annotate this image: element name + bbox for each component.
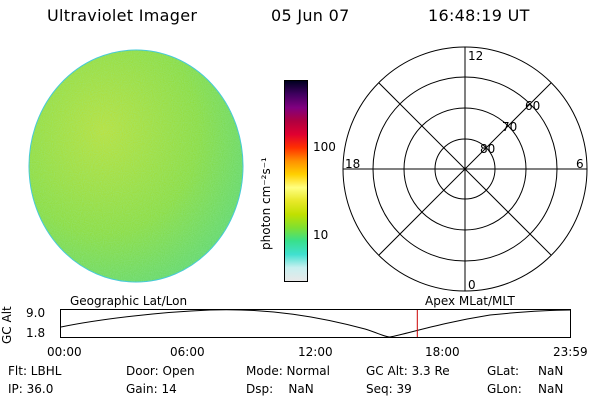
altitude-curve: [60, 309, 571, 338]
lat-label-70: 70: [502, 120, 517, 134]
timeline-yaxis-title: GC Alt: [0, 306, 14, 344]
timeline-ytick-high: 9.0: [26, 306, 46, 320]
timeline-xtick-0000: 00:00: [47, 345, 82, 359]
mode-status: Mode: Normal: [246, 364, 330, 378]
ip-status: IP: 36.0: [8, 382, 54, 396]
door-status: Door: Open: [126, 364, 195, 378]
glat-label: GLat:: [487, 364, 520, 378]
timeline-xtick-1800: 18:00: [425, 345, 460, 359]
timeline-frame: [60, 309, 571, 338]
colorbar: [284, 80, 308, 282]
mlt-label-6: 6: [576, 157, 584, 171]
timeline-ytick-low: 1.8: [26, 326, 46, 340]
polar-diagonal-2: [378, 82, 552, 256]
apex-label: Apex MLat/MLT: [425, 294, 515, 308]
gain-status: Gain: 14: [126, 382, 177, 396]
colorbar-unit-label: photon cm⁻²s⁻¹: [259, 157, 273, 250]
glat-value: NaN: [538, 364, 564, 378]
mlt-label-0: 0: [468, 278, 476, 292]
time-label: 16:48:19 UT: [428, 6, 530, 25]
mlt-label-12: 12: [468, 49, 483, 63]
timeline-xtick-1200: 12:00: [298, 345, 333, 359]
lat-label-60: 60: [525, 99, 540, 113]
geographic-label: Geographic Lat/Lon: [70, 294, 188, 308]
dsp-status: Dsp: NaN: [246, 382, 314, 396]
timeline-plot: [60, 309, 571, 338]
mlt-label-18: 18: [345, 157, 360, 171]
uv-image: [28, 49, 244, 283]
colorbar-tick-100: 100: [313, 140, 336, 154]
glon-label: GLon:: [487, 382, 522, 396]
glon-value: NaN: [538, 382, 564, 396]
instrument-title: Ultraviolet Imager: [47, 6, 198, 25]
gc-alt-status: GC Alt: 3.3 Re: [366, 364, 450, 378]
filter-status: Flt: LBHL: [8, 364, 62, 378]
timeline-xtick-2359: 23:59: [553, 345, 588, 359]
colorbar-tick-10: 10: [313, 228, 329, 242]
polar-plot: 12 18 6 0 80 70 60: [342, 46, 588, 292]
lat-label-80: 80: [480, 142, 495, 156]
date-label: 05 Jun 07: [271, 6, 350, 25]
seq-status: Seq: 39: [366, 382, 412, 396]
timeline-xtick-0600: 06:00: [170, 345, 205, 359]
uv-disc-noise: [29, 50, 243, 282]
